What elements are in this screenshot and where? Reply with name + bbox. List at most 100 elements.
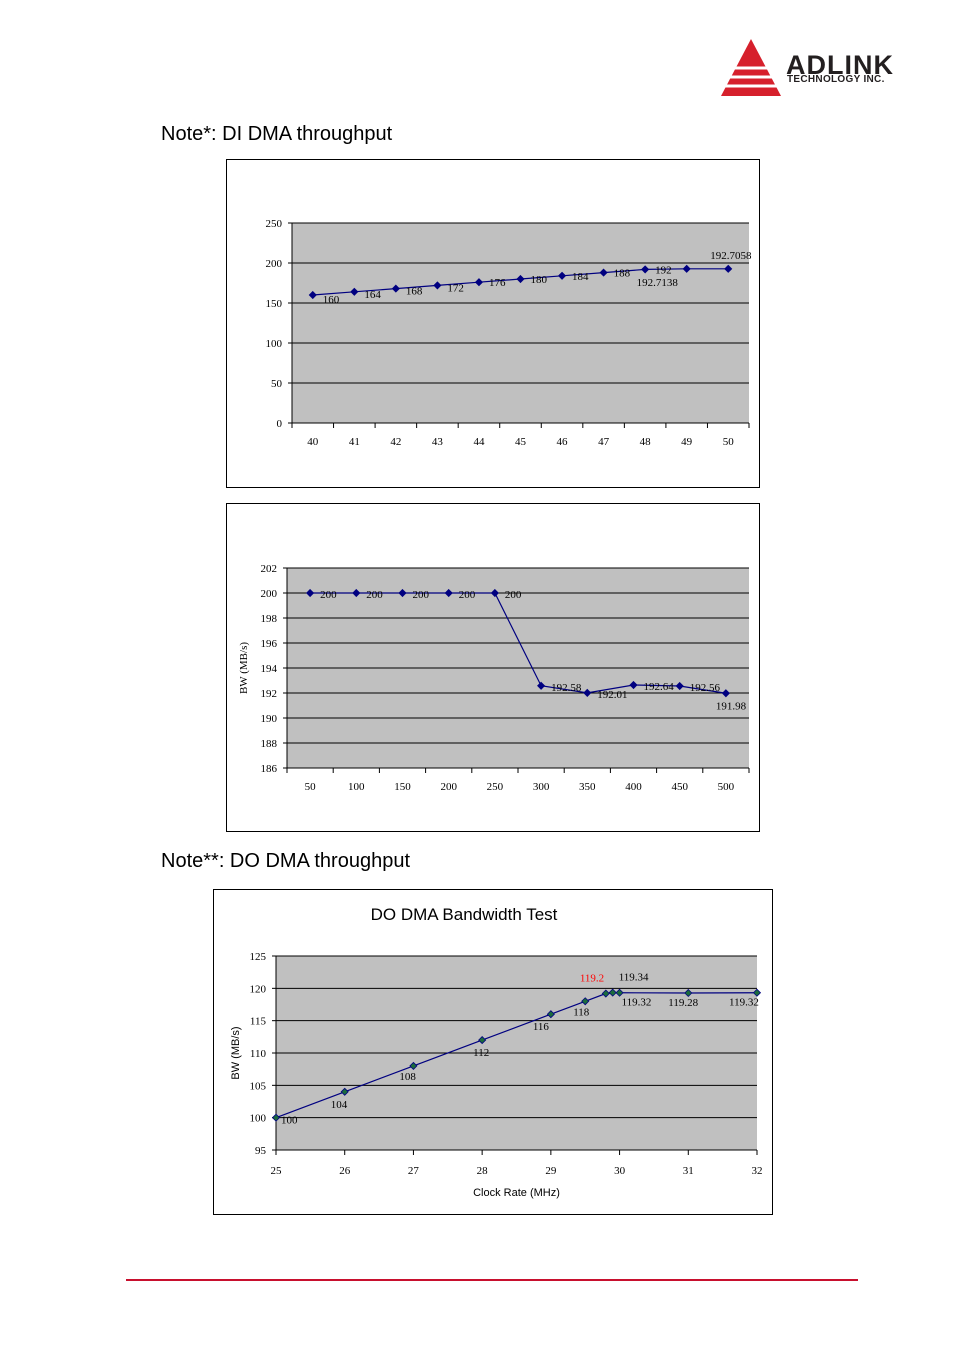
- y-tick-label: 190: [261, 713, 278, 725]
- data-label: 192.64: [644, 681, 675, 693]
- y-tick-label: 95: [255, 1145, 267, 1157]
- x-tick-label: 28: [477, 1165, 489, 1177]
- x-tick-label: 500: [718, 781, 735, 793]
- x-tick-label: 44: [473, 436, 485, 448]
- y-tick-label: 100: [266, 338, 283, 350]
- x-axis-title: Clock Rate (MHz): [473, 1187, 560, 1199]
- data-label: 191.98: [716, 700, 747, 712]
- data-point: [352, 588, 361, 598]
- data-label: 200: [459, 589, 476, 601]
- data-point: [601, 989, 610, 998]
- data-label: 116: [533, 1021, 550, 1033]
- x-tick-label: 400: [625, 781, 642, 793]
- footer-rule: [126, 1279, 858, 1281]
- di-chart-2: 186 188 190 192 194 196 198 200 202 50 100 150 200 25…: [238, 563, 750, 793]
- y-tick-label: 125: [250, 951, 267, 963]
- data-label: 112: [473, 1047, 489, 1059]
- y-tick-label: 202: [261, 563, 278, 575]
- x-tick-label: 27: [408, 1165, 420, 1177]
- y-tick-label: 186: [261, 763, 278, 775]
- data-point: [340, 1087, 349, 1096]
- data-point: [599, 268, 608, 277]
- x-tick-label: 25: [271, 1165, 283, 1177]
- data-label: 172: [447, 282, 464, 294]
- data-point: [546, 1010, 555, 1019]
- data-point: [391, 284, 400, 293]
- y-axis-title: BW (MB/s): [230, 1026, 242, 1079]
- data-point: [583, 688, 592, 697]
- x-tick-label: 41: [349, 436, 360, 448]
- y-tick-label: 105: [250, 1080, 267, 1092]
- x-tick-label: 300: [533, 781, 550, 793]
- adlink-logo: ADLINK TECHNOLOGY INC.: [720, 38, 920, 100]
- data-point: [641, 265, 650, 274]
- data-point: [478, 1036, 487, 1045]
- x-tick-label: 150: [394, 781, 411, 793]
- y-tick-label: 110: [250, 1048, 267, 1060]
- x-tick-label: 45: [515, 436, 527, 448]
- data-label: 119.32: [622, 997, 652, 1009]
- x-tick-label: 200: [440, 781, 457, 793]
- x-tick-label: 42: [390, 436, 401, 448]
- y-tick-label: 200: [261, 588, 278, 600]
- x-tick-label: 32: [752, 1165, 763, 1177]
- data-point: [581, 997, 590, 1006]
- x-tick-label: 26: [339, 1165, 351, 1177]
- data-label: 200: [320, 589, 337, 601]
- adlink-triangle-icon: [721, 39, 781, 96]
- data-label: 176: [489, 277, 506, 289]
- data-point: [398, 588, 407, 598]
- do-chart: 95 100 105 110 115 120 125 25 26 27 28 29 30 31 32 100 1…: [230, 905, 763, 1199]
- data-label: 164: [364, 289, 381, 301]
- data-label: 200: [505, 589, 522, 601]
- data-point: [306, 588, 315, 598]
- data-point: [433, 281, 442, 290]
- y-tick-label: 198: [261, 613, 278, 625]
- x-tick-label: 46: [557, 436, 569, 448]
- data-point: [444, 588, 453, 598]
- data-point: [629, 680, 638, 690]
- data-label: 168: [406, 286, 423, 298]
- y-tick-label: 100: [250, 1113, 267, 1125]
- di-chart-1: 0 50 100 150 200 250 40 41 42 43 44 45 46 47 48 49 50 160…: [266, 218, 752, 448]
- data-label: 119.2: [580, 973, 604, 985]
- y-tick-label: 50: [271, 378, 283, 390]
- data-point: [724, 264, 733, 273]
- data-point: [516, 274, 525, 284]
- y-tick-label: 0: [277, 418, 283, 430]
- y-tick-label: 194: [261, 663, 278, 675]
- x-tick-label: 40: [307, 436, 319, 448]
- data-label: 200: [413, 589, 430, 601]
- y-tick-label: 196: [261, 638, 278, 650]
- data-label: 184: [572, 271, 589, 283]
- x-tick-label: 30: [614, 1165, 626, 1177]
- data-label: 160: [323, 294, 340, 306]
- data-label: 119.32: [729, 997, 759, 1009]
- di-chart-2-box: 186 188 190 192 194 196 198 200 202 50 100 150 200 25…: [226, 503, 760, 832]
- brand-subtitle: TECHNOLOGY INC.: [787, 74, 885, 85]
- data-point: [490, 588, 499, 598]
- data-label: 192: [655, 264, 672, 276]
- x-tick-label: 49: [681, 436, 693, 448]
- x-tick-label: 29: [545, 1165, 557, 1177]
- x-tick-label: 100: [348, 781, 365, 793]
- data-point: [615, 988, 624, 997]
- data-label: 188: [614, 268, 631, 280]
- data-label: 108: [399, 1071, 416, 1083]
- data-point: [608, 988, 617, 997]
- data-label: 119.34: [619, 972, 649, 984]
- series-line: [310, 592, 726, 694]
- data-point: [474, 278, 484, 287]
- x-tick-label: 47: [598, 436, 610, 448]
- y-tick-label: 150: [266, 298, 283, 310]
- y-tick-label: 115: [250, 1016, 267, 1028]
- y-tick-label: 188: [261, 738, 278, 750]
- data-point: [557, 271, 567, 280]
- data-label: 192.7138: [637, 277, 679, 289]
- data-point: [675, 681, 684, 691]
- data-point: [271, 1113, 281, 1122]
- data-label: 192.01: [597, 689, 627, 701]
- chart-title: DO DMA Bandwidth Test: [371, 905, 558, 924]
- data-label: 118: [573, 1006, 590, 1018]
- y-tick-label: 200: [266, 258, 283, 270]
